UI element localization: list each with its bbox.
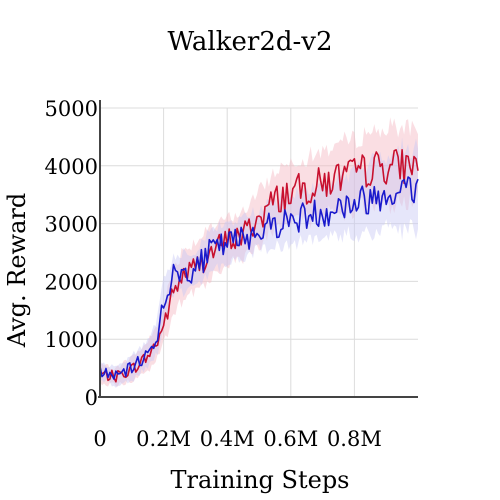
x-axis-title: Training Steps xyxy=(170,466,349,494)
y-tick-label: 3000 xyxy=(45,213,98,237)
y-tick-label: 0 xyxy=(85,386,98,410)
x-tick-label: 0.2M xyxy=(136,427,191,451)
chart-title: Walker2d-v2 xyxy=(167,27,332,57)
confidence-bands xyxy=(100,117,418,388)
x-tick-label: 0.8M xyxy=(327,427,382,451)
series-lines xyxy=(99,149,419,383)
y-tick-labels: 0 1000 2000 3000 4000 5000 xyxy=(45,97,98,410)
x-tick-label: 0.4M xyxy=(200,427,255,451)
y-axis-title: Avg. Reward xyxy=(3,193,31,349)
x-tick-labels: 0 0.2M 0.4M 0.6M 0.8M xyxy=(93,427,382,451)
series-0-line xyxy=(99,149,419,383)
axes xyxy=(98,100,418,398)
y-tick-label: 4000 xyxy=(45,155,98,179)
y-tick-label: 1000 xyxy=(45,328,98,352)
y-tick-label: 2000 xyxy=(45,270,98,294)
x-tick-label: 0 xyxy=(93,427,106,451)
series-1-line xyxy=(99,176,419,380)
series-0-band xyxy=(100,117,418,387)
y-tick-label: 5000 xyxy=(45,97,98,121)
series-1-band xyxy=(100,137,418,388)
x-tick-label: 0.6M xyxy=(263,427,318,451)
